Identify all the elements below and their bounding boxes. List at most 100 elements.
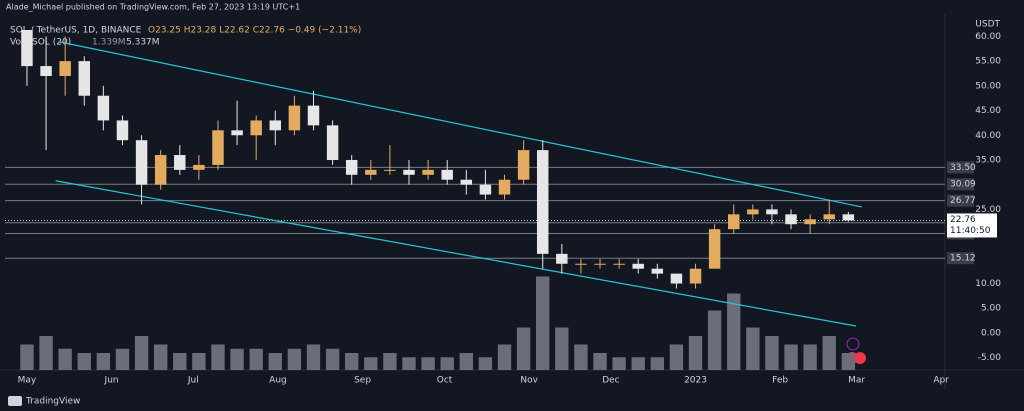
volume-bar <box>77 353 91 370</box>
candle-body <box>823 214 835 220</box>
volume-bar <box>211 344 225 370</box>
candle-body <box>689 268 702 284</box>
volume-bar <box>402 357 416 370</box>
candle-body <box>212 130 224 165</box>
candle-body <box>21 30 33 67</box>
y-tick-label: 10.00 <box>975 279 1001 289</box>
candle-body <box>345 159 358 175</box>
last-price-label: 22.76 <box>950 215 976 225</box>
candle-body <box>250 120 262 136</box>
x-tick-label: Mar <box>848 376 865 386</box>
volume-bar <box>555 327 569 370</box>
y-tick-label: 60.00 <box>975 32 1001 42</box>
volume-bar <box>325 348 340 370</box>
brand: TradingView <box>25 397 80 407</box>
candle-body <box>288 105 301 131</box>
trend-line <box>59 41 862 208</box>
candle-body <box>441 169 453 180</box>
volume-bar <box>421 357 435 370</box>
volume-bar <box>631 357 645 370</box>
chart-title: SOL / TetherUS, 1D, BINANCE <box>10 26 142 36</box>
volume-bar <box>707 310 722 370</box>
candle-body <box>154 155 167 185</box>
plot-area <box>5 30 945 370</box>
candle-body <box>231 130 243 136</box>
candle-body <box>747 209 759 215</box>
candle-body <box>479 184 492 195</box>
countdown: 11:40:50 <box>950 226 991 236</box>
candle-body <box>269 120 282 131</box>
brand-logo <box>8 396 22 406</box>
candle-body <box>78 61 91 96</box>
volume-bar <box>364 357 378 370</box>
volume-bar <box>440 357 454 370</box>
x-tick-label: Aug <box>269 376 287 386</box>
publisher: Alade_Michael published on TradingView.c… <box>6 3 300 12</box>
candle-body <box>59 61 71 76</box>
x-tick-label: Jun <box>104 376 119 386</box>
candle-body <box>498 179 511 195</box>
candle-body <box>174 155 186 170</box>
volume-bar <box>383 353 397 370</box>
candle-body <box>326 125 339 160</box>
volume-bar <box>20 344 34 370</box>
candle-body <box>651 268 664 274</box>
volume-bar <box>134 336 149 370</box>
candle-body <box>116 120 129 141</box>
candle-body <box>708 229 721 269</box>
volume-bar <box>765 336 779 370</box>
volume-bar <box>593 353 607 370</box>
y-tick-label: 35.00 <box>975 155 1001 165</box>
candle-body <box>670 273 683 284</box>
y-tick-label: 45.00 <box>975 106 1001 116</box>
volume-bar <box>688 336 703 370</box>
candle-body <box>728 214 740 230</box>
y-tick-label: 50.00 <box>975 81 1001 91</box>
x-tick-label: Feb <box>772 376 788 386</box>
alert-icon <box>846 337 860 351</box>
volume-bar <box>727 293 741 370</box>
volume-bar <box>345 353 359 370</box>
candle-body <box>97 95 110 121</box>
candle-body <box>766 209 778 215</box>
candle-body <box>613 263 625 265</box>
volume-bar <box>478 357 493 370</box>
volume-bar <box>173 353 187 370</box>
candle-body <box>384 169 396 171</box>
volume-bar <box>58 348 72 370</box>
volume-bar <box>822 336 836 370</box>
candle-body <box>632 263 644 269</box>
volume-bar <box>39 336 53 370</box>
volume-bar <box>268 353 282 370</box>
volume-bar <box>153 344 168 370</box>
volume-bar <box>497 344 512 370</box>
candle-body <box>403 169 415 175</box>
volume-bar <box>96 353 111 370</box>
y-tick-label: 0.00 <box>981 328 1001 338</box>
volume-value: 1.339M <box>92 38 126 48</box>
x-tick-label: 2023 <box>684 376 707 386</box>
x-tick-label: Nov <box>520 376 538 386</box>
level-box <box>947 178 974 191</box>
candle-body <box>785 214 797 225</box>
y-tick-label: 40.00 <box>975 131 1001 141</box>
trend-line <box>55 180 857 327</box>
volume-label: Vol · SOL (20) <box>10 38 71 48</box>
level-box <box>947 161 974 174</box>
volume-bar <box>249 348 263 370</box>
level-box <box>947 252 974 265</box>
candle-body <box>536 150 549 254</box>
volume-bar <box>746 327 760 370</box>
candle-body <box>517 150 530 180</box>
candle-body <box>40 66 52 76</box>
level-box <box>947 194 974 207</box>
volume-bar <box>650 357 665 370</box>
ohlc-label: O23.25 H23.28 L22.62 C22.76 −0.49 (−2.11… <box>148 26 361 36</box>
y-tick-label: 5.00 <box>981 304 1001 314</box>
volume-bar <box>803 344 817 370</box>
volume-bar <box>841 353 856 370</box>
candle-body <box>135 140 148 185</box>
volume-bar <box>669 344 684 370</box>
volume-bar <box>306 344 321 370</box>
